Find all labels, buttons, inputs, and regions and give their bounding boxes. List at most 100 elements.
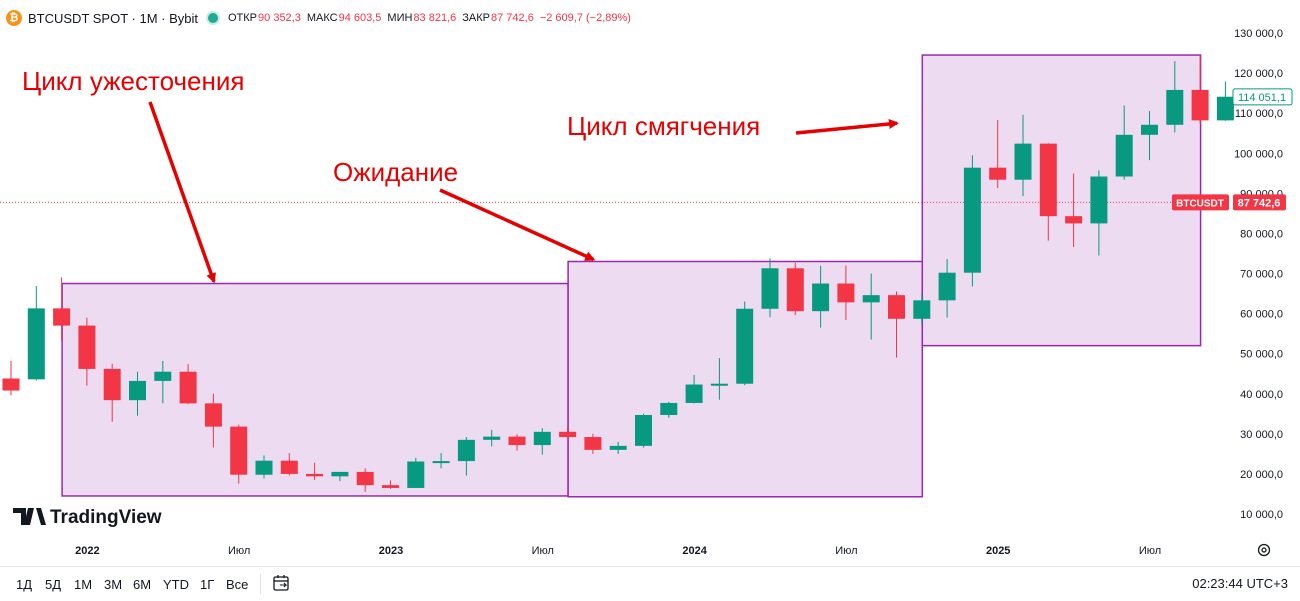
candle-body: [963, 167, 981, 273]
x-tick-label: 2025: [986, 545, 1010, 557]
open-value: 90 352,3: [258, 12, 301, 24]
candle-body: [938, 272, 956, 301]
annotations-layer: Цикл ужесточения Ожидание Цикл смягчения: [22, 66, 899, 284]
timeframe-1d[interactable]: 1Д: [16, 577, 33, 592]
current-price-label: 87 742,6: [1238, 197, 1281, 209]
bottom-toolbar: 1Д 5Д 1М 3М 6М YTD 1Г Все: [0, 566, 1300, 601]
candle-body: [407, 461, 425, 488]
price-labels: 114 051,1 BTCUSDT 87 742,6: [1172, 88, 1293, 211]
last-price-box: [1232, 88, 1293, 106]
candles-layer: [2, 55, 1234, 492]
candle-body: [1166, 89, 1184, 125]
candle-body: [559, 431, 577, 438]
x-tick-label: 2024: [682, 545, 707, 557]
gear-icon[interactable]: [1257, 543, 1271, 557]
x-tick-label: Июл: [228, 545, 250, 557]
candle: [27, 285, 45, 381]
timeframe-all[interactable]: Все: [226, 577, 249, 592]
y-tick-label: 50 000,0: [1240, 349, 1283, 361]
candle-body: [862, 295, 880, 303]
candle-body: [761, 268, 779, 309]
symbol-title[interactable]: BTCUSDT SPOT · 1M · Bybit: [28, 10, 198, 26]
candle-body: [812, 283, 830, 312]
timeframe-6m[interactable]: 6М: [133, 577, 152, 592]
candle: [938, 259, 956, 318]
candle: [103, 363, 121, 422]
y-tick-label: 80 000,0: [1240, 228, 1283, 240]
candle-body: [533, 431, 551, 446]
candle: [559, 426, 577, 438]
candle: [963, 155, 981, 287]
annotation-label-2: Цикл смягчения: [567, 111, 760, 141]
high-label: МАКС: [306, 12, 338, 24]
candle: [129, 371, 146, 416]
y-tick-label: 40 000,0: [1240, 389, 1283, 401]
x-axis[interactable]: 2022 Июл 2023 Июл 2024 Июл 2025 Июл: [75, 545, 1161, 557]
candle: [1166, 61, 1184, 133]
y-tick-label: 60 000,0: [1240, 309, 1283, 321]
x-tick-label: 2023: [379, 545, 403, 557]
x-tick-label: Июл: [835, 545, 857, 557]
candle-body: [1090, 176, 1108, 224]
y-tick-label: 110 000,0: [1235, 108, 1283, 120]
candle-body: [27, 308, 45, 380]
x-tick-label: Июл: [1139, 545, 1161, 557]
candle-body: [1039, 143, 1057, 217]
open-label: ОТКР: [228, 12, 258, 24]
candle: [837, 265, 855, 320]
candle-body: [1115, 134, 1133, 177]
tradingview-watermark: TradingView: [13, 507, 162, 528]
candle: [862, 273, 880, 340]
annotation-label-0: Цикл ужесточения: [22, 66, 244, 96]
candle-body: [280, 460, 298, 474]
candle-body: [1191, 89, 1209, 121]
candle: [635, 413, 652, 448]
candle: [78, 317, 96, 386]
candle: [280, 453, 298, 476]
timeframe-1m[interactable]: 1М: [74, 577, 93, 592]
candle-body: [179, 371, 197, 404]
y-tick-label: 130 000,0: [1234, 28, 1283, 40]
candle: [1014, 114, 1032, 197]
candle: [2, 360, 20, 396]
candle-body: [78, 325, 96, 369]
timeframe-3m[interactable]: 3М: [104, 577, 123, 592]
candle-body: [1216, 96, 1234, 121]
timeframe-ytd[interactable]: YTD: [163, 577, 189, 592]
candlestick-chart[interactable]: Цикл ужесточения Ожидание Цикл смягчения 1…: [0, 0, 1300, 566]
candle: [331, 471, 349, 482]
candle: [432, 453, 450, 469]
candle: [1216, 81, 1234, 121]
y-tick-label: 30 000,0: [1240, 429, 1283, 441]
candle: [483, 429, 501, 447]
candle: [356, 468, 374, 492]
candle-body: [660, 402, 678, 415]
close-value: 87 742,6: [491, 12, 534, 24]
candle-body: [103, 368, 121, 401]
timeframe-1y[interactable]: 1Г: [200, 577, 215, 592]
candle: [786, 262, 804, 316]
candle: [609, 441, 627, 454]
candle: [736, 301, 754, 386]
candle-body: [989, 167, 1007, 180]
candle: [508, 434, 526, 451]
utc-clock[interactable]: 02:23:44 UTC+3: [1192, 576, 1288, 591]
y-tick-label: 10 000,0: [1240, 509, 1283, 521]
candle-body: [306, 473, 324, 477]
low-value: 83 821,6: [413, 12, 457, 24]
candle-body: [382, 485, 399, 488]
calendar-range-icon[interactable]: [272, 574, 290, 592]
timeframe-5d[interactable]: 5Д: [45, 577, 62, 592]
bitcoin-logo-icon: ₿: [6, 10, 22, 26]
chart-header: ₿ BTCUSDT SPOT · 1M · Bybit ОТКР 90 352,…: [0, 0, 1230, 36]
last-price-label: 114 051,1: [1238, 92, 1286, 104]
annotation-arrow-0: [148, 101, 216, 284]
candle-body: [685, 384, 703, 403]
candle: [407, 457, 425, 488]
candle: [533, 428, 551, 455]
candle: [761, 258, 779, 318]
y-tick-label: 20 000,0: [1240, 469, 1283, 481]
y-tick-label: 120 000,0: [1234, 68, 1283, 80]
candle: [1090, 170, 1108, 256]
